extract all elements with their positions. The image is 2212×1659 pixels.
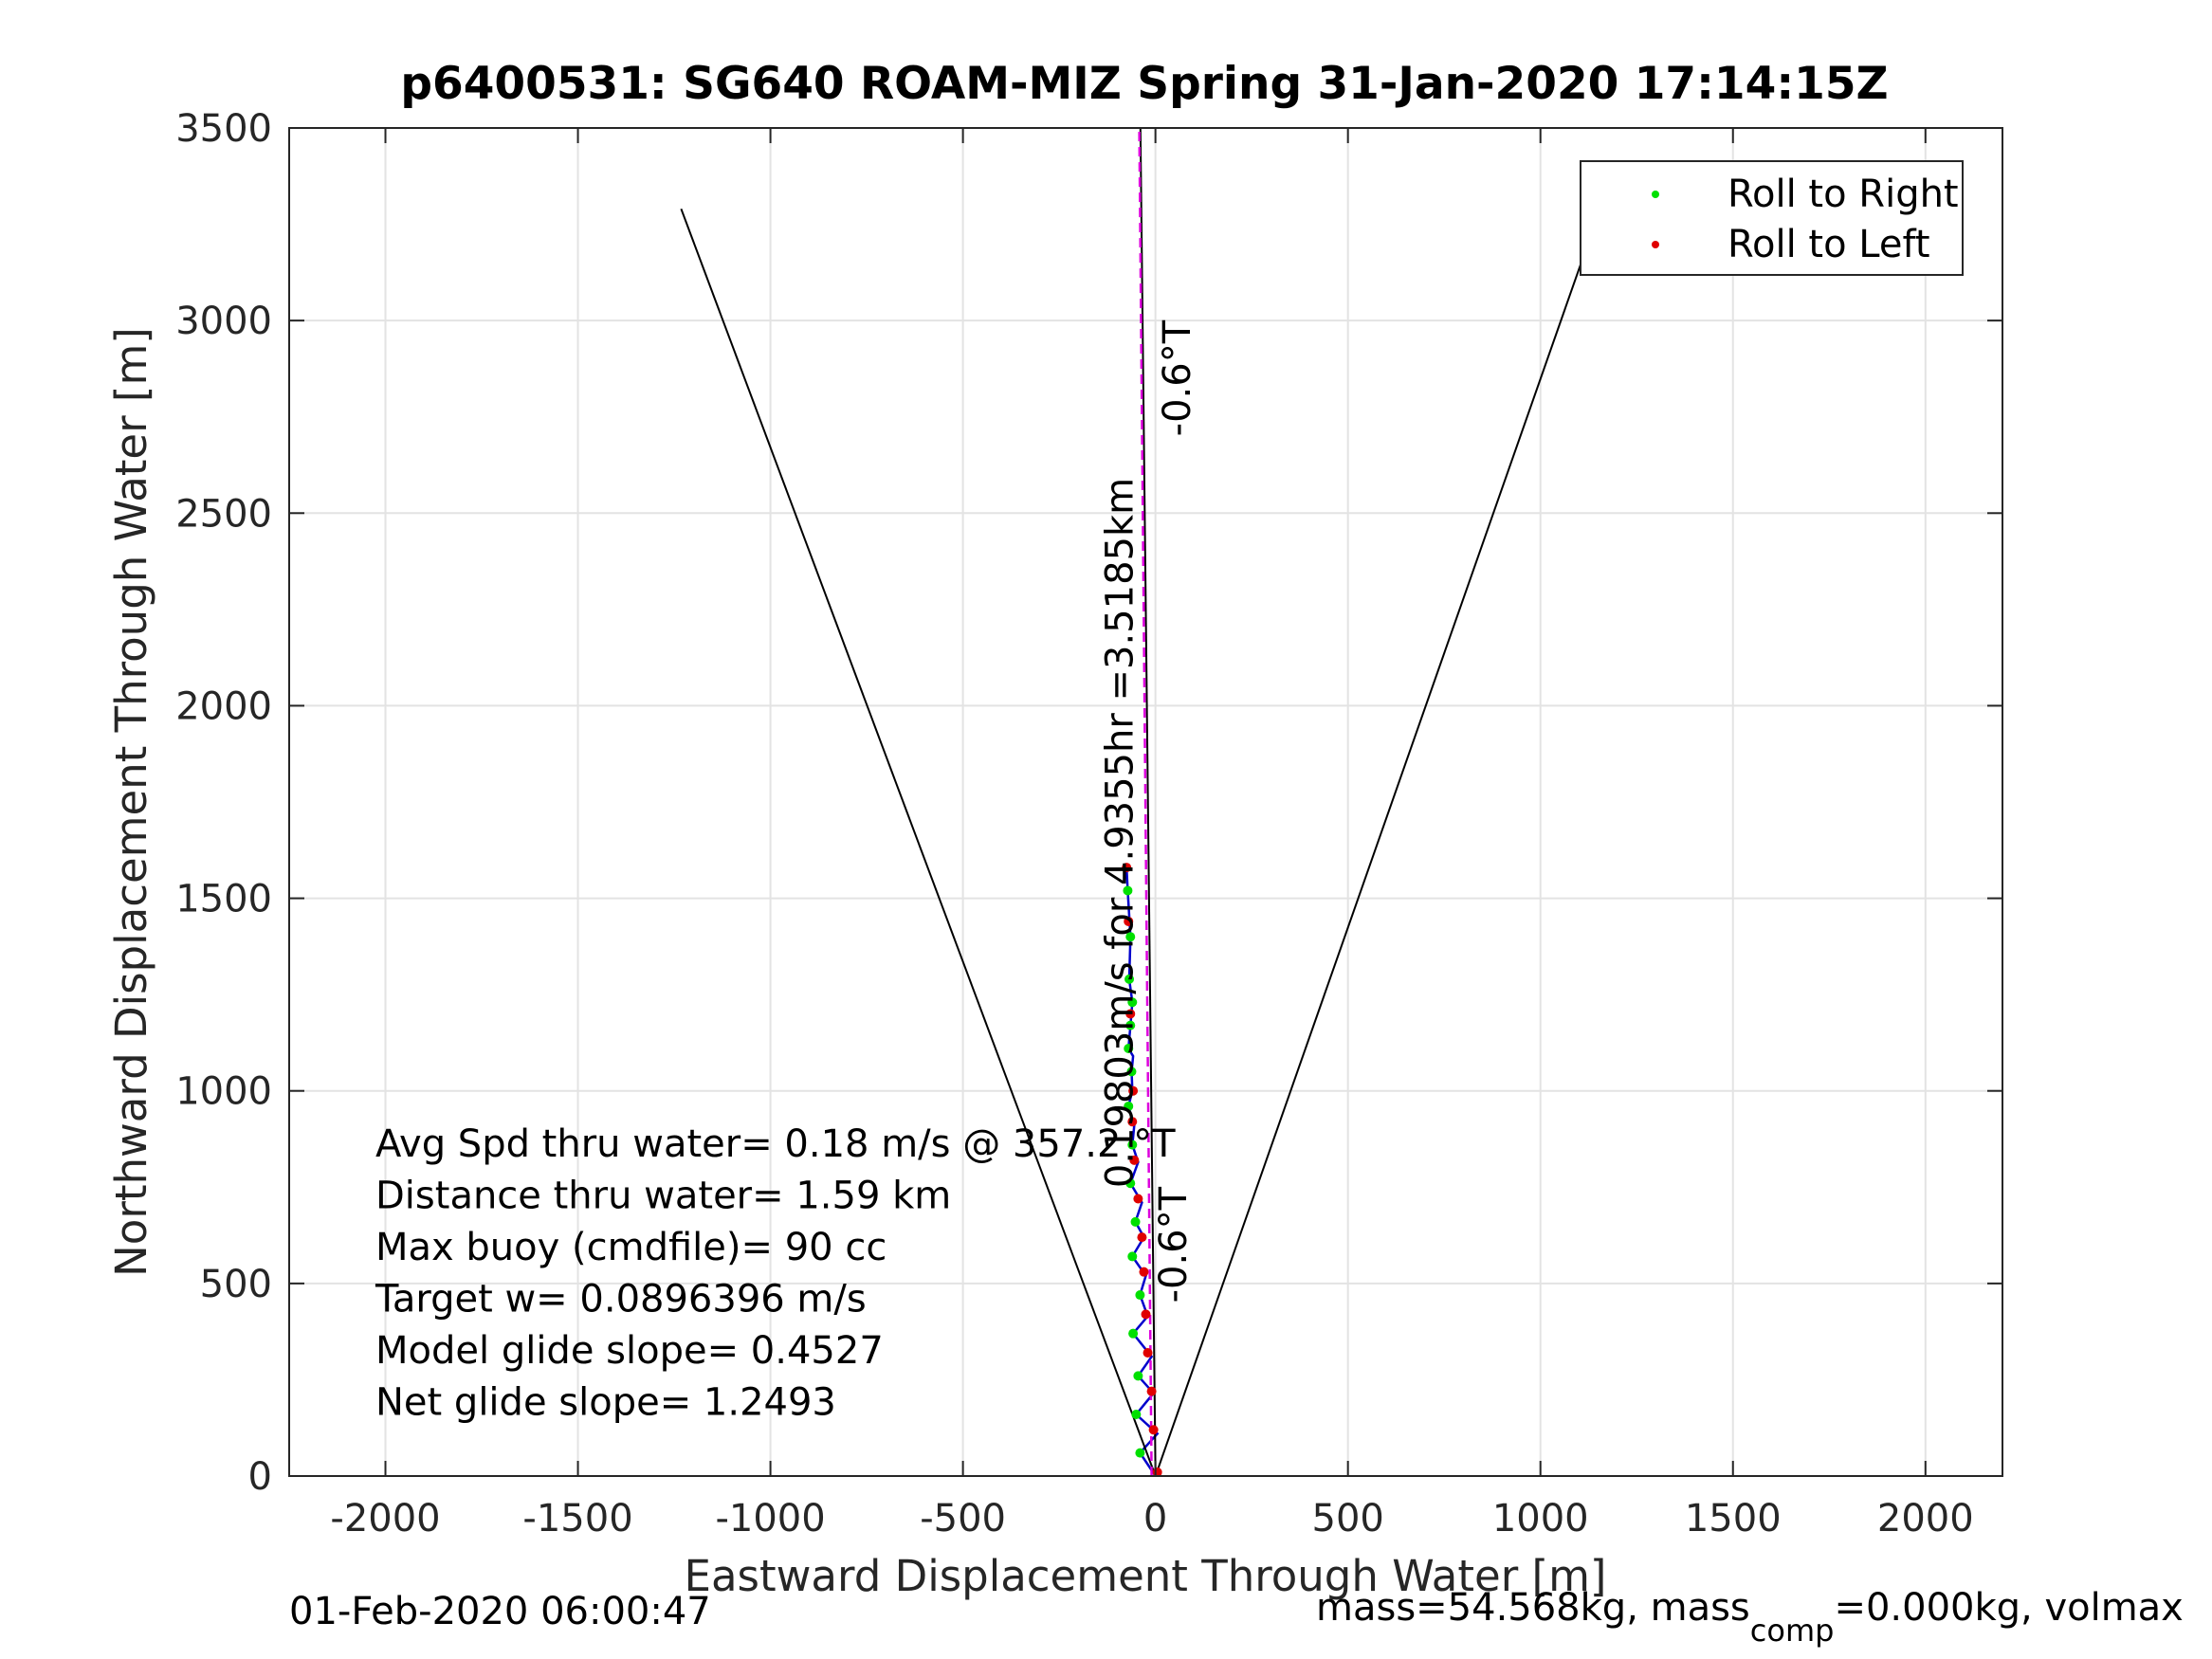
roll-left-point	[1128, 1085, 1139, 1096]
roll-right-point	[1127, 1139, 1138, 1150]
roll-left-point	[1139, 1267, 1149, 1277]
annotation-1: -0.6°T	[1152, 1186, 1196, 1303]
roll-left-point	[1146, 1386, 1157, 1396]
x-tick-label: 500	[1312, 1497, 1384, 1540]
roll-left-point	[1137, 1232, 1147, 1243]
roll-right-point	[1131, 1409, 1142, 1419]
y-tick-label: 500	[200, 1263, 272, 1306]
legend-marker-roll-right	[1652, 191, 1659, 198]
roll-left-point	[1122, 863, 1132, 873]
x-tick-label: 1500	[1685, 1497, 1782, 1540]
roll-right-point	[1126, 1066, 1137, 1077]
y-tick-label: 2500	[175, 492, 272, 536]
axis-ticks: -2000 -1500 -1000 -500 0 500 1000 1500 2000 0 500 1…	[175, 107, 2002, 1540]
roll-right-point	[1127, 1251, 1138, 1262]
roll-left-point	[1124, 916, 1134, 926]
series-line-4	[1154, 200, 1604, 1477]
roll-left-point	[1127, 1117, 1138, 1127]
roll-right-point	[1133, 1371, 1143, 1381]
footer-mass-subscript: comp	[1750, 1613, 1835, 1649]
series-layer	[680, 127, 1604, 1477]
legend-marker-roll-left	[1652, 241, 1659, 248]
x-tick-label: -500	[920, 1497, 1006, 1540]
roll-right-point	[1123, 885, 1133, 896]
roll-right-point	[1135, 1290, 1145, 1301]
y-tick-label: 3000	[175, 300, 272, 343]
roll-left-point	[1133, 1194, 1143, 1204]
roll-right-point	[1124, 1044, 1134, 1054]
y-tick-label: 0	[248, 1455, 272, 1499]
stats-line: Net glide slope= 1.2493	[375, 1381, 836, 1425]
legend: Roll to Right Roll to Left	[1580, 160, 1964, 276]
axes-box	[288, 127, 2003, 1477]
legend-label-roll-left: Roll to Left	[1728, 223, 1930, 266]
x-tick-label: 2000	[1877, 1497, 1974, 1540]
stats-block: Avg Spd thru water= 0.18 m/s @ 357.2 °T D…	[375, 1122, 1176, 1425]
roll-right-point	[1128, 1328, 1139, 1339]
y-tick-label: 2000	[175, 684, 272, 728]
x-axis-label: Eastward Displacement Through Water [m]	[685, 1551, 1607, 1601]
roll-right-point	[1135, 1448, 1145, 1458]
legend-box	[1580, 160, 1964, 276]
roll-right-point	[1124, 1101, 1134, 1111]
footer-timestamp: 01-Feb-2020 06:00:47	[289, 1590, 711, 1633]
series-line-3	[680, 208, 1157, 1477]
roll-right-point	[1125, 932, 1136, 942]
chart-title: p6400531: SG640 ROAM-MIZ Spring 31-Jan-2…	[400, 58, 1888, 110]
stats-line: Model glide slope= 0.4527	[375, 1329, 884, 1373]
x-tick-label: 0	[1143, 1497, 1167, 1540]
x-tick-label: 1000	[1492, 1497, 1589, 1540]
footer-mass-prefix: mass=54.568kg, mass	[1316, 1586, 1750, 1630]
series-line-5	[1139, 127, 1157, 1477]
roll-right-point	[1125, 1020, 1136, 1030]
roll-left-point	[1141, 1309, 1151, 1320]
y-tick-label: 1500	[175, 878, 272, 921]
footer-mass-info: mass=54.568kg, masscomp=0.000kg, volmax	[1316, 1586, 2184, 1649]
annotation-0: -0.6°T	[1156, 319, 1199, 436]
y-tick-label: 1000	[175, 1070, 272, 1114]
series-line-6	[1138, 127, 1153, 1477]
stats-line: Target w= 0.0896396 m/s	[375, 1278, 867, 1322]
annotations: -0.6°T-0.6°T0.19803m/s for 4.9355hr =3.5…	[1098, 319, 1199, 1303]
footer-mass-suffix: =0.000kg, volmax	[1834, 1586, 2183, 1630]
y-tick-label: 3500	[175, 107, 272, 151]
stats-line: Max buoy (cmdfile)= 90 cc	[375, 1226, 887, 1269]
y-axis-label: Northward Displacement Through Water [m]	[106, 327, 156, 1277]
roll-left-point	[1125, 1009, 1136, 1019]
roll-left-point	[1148, 1425, 1159, 1435]
x-tick-label: -1000	[715, 1497, 825, 1540]
stats-line: Distance thru water= 1.59 km	[375, 1175, 951, 1218]
stats-line: Avg Spd thru water= 0.18 m/s @ 357.2 °T	[375, 1122, 1176, 1166]
x-tick-label: -1500	[522, 1497, 632, 1540]
legend-label-roll-right: Roll to Right	[1728, 173, 1959, 216]
roll-right-point	[1124, 974, 1135, 984]
annotation-2: 0.19803m/s for 4.9355hr =3.5185km	[1098, 478, 1142, 1188]
x-tick-label: -2000	[330, 1497, 440, 1540]
roll-left-point	[1143, 1347, 1153, 1358]
roll-left-point	[1129, 1155, 1140, 1165]
roll-right-point	[1127, 997, 1138, 1008]
roll-right-point	[1125, 1178, 1136, 1189]
roll-right-point	[1130, 1216, 1141, 1227]
